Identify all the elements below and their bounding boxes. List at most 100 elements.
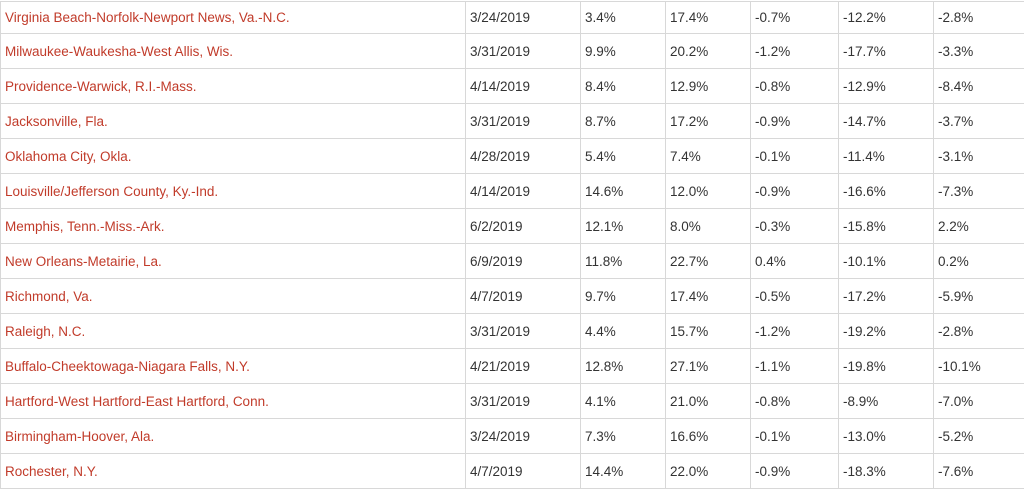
value-cell-3: -0.7% [750,2,838,33]
value-cell-4: -13.0% [838,419,933,453]
value-cell-3: -0.8% [750,69,838,103]
table-row: Raleigh, N.C. 3/31/2019 4.4% 15.7% -1.2%… [1,314,1024,349]
value-cell-4: -15.8% [838,209,933,243]
metro-area-link[interactable]: Providence-Warwick, R.I.-Mass. [5,78,197,94]
value-cell-5: -10.1% [933,349,1024,383]
metro-area-link[interactable]: New Orleans-Metairie, La. [5,253,162,269]
value-cell-3: -0.9% [750,454,838,488]
value-cell-4: -17.2% [838,279,933,313]
week-ending-date-cell: 4/7/2019 [465,279,580,313]
value-cell-5: 2.2% [933,209,1024,243]
metro-area-link[interactable]: Raleigh, N.C. [5,323,86,339]
table-row: Buffalo-Cheektowaga-Niagara Falls, N.Y. … [1,349,1024,384]
value-cell-3: -0.5% [750,279,838,313]
value-cell-3: -0.9% [750,104,838,138]
value-cell-1: 9.9% [580,34,665,68]
value-cell-4: -14.7% [838,104,933,138]
value-cell-4: -12.9% [838,69,933,103]
metro-area-link[interactable]: Memphis, Tenn.-Miss.-Ark. [5,218,165,234]
value-cell-5: -5.2% [933,419,1024,453]
value-cell-4: -16.6% [838,174,933,208]
value-cell-1: 12.8% [580,349,665,383]
week-ending-date-cell: 4/14/2019 [465,174,580,208]
metro-area-link[interactable]: Hartford-West Hartford-East Hartford, Co… [5,393,269,409]
metro-area-link[interactable]: Milwaukee-Waukesha-West Allis, Wis. [5,43,234,59]
value-cell-3: -1.2% [750,314,838,348]
value-cell-2: 17.4% [665,2,750,33]
week-ending-date-cell: 3/31/2019 [465,104,580,138]
value-cell-2: 22.0% [665,454,750,488]
value-cell-2: 17.2% [665,104,750,138]
value-cell-1: 9.7% [580,279,665,313]
value-cell-5: -8.4% [933,69,1024,103]
value-cell-2: 22.7% [665,244,750,278]
table-row: Oklahoma City, Okla. 4/28/2019 5.4% 7.4%… [1,139,1024,174]
value-cell-5: -3.7% [933,104,1024,138]
value-cell-4: -18.3% [838,454,933,488]
value-cell-2: 20.2% [665,34,750,68]
week-ending-date-cell: 6/9/2019 [465,244,580,278]
metro-area-link[interactable]: Rochester, N.Y. [5,463,98,479]
value-cell-2: 12.0% [665,174,750,208]
value-cell-5: -3.3% [933,34,1024,68]
value-cell-5: -5.9% [933,279,1024,313]
metro-area-link[interactable]: Birmingham-Hoover, Ala. [5,428,155,444]
value-cell-1: 8.7% [580,104,665,138]
value-cell-4: -10.1% [838,244,933,278]
table-row: Richmond, Va. 4/7/2019 9.7% 17.4% -0.5% … [1,279,1024,314]
week-ending-date-cell: 3/24/2019 [465,2,580,33]
value-cell-2: 12.9% [665,69,750,103]
value-cell-1: 5.4% [580,139,665,173]
table-row: Providence-Warwick, R.I.-Mass. 4/14/2019… [1,69,1024,104]
value-cell-3: 0.4% [750,244,838,278]
value-cell-4: -11.4% [838,139,933,173]
value-cell-5: -2.8% [933,2,1024,33]
table-row: Virginia Beach-Norfolk-Newport News, Va.… [1,2,1024,34]
value-cell-5: -3.1% [933,139,1024,173]
week-ending-date-cell: 3/24/2019 [465,419,580,453]
value-cell-2: 15.7% [665,314,750,348]
week-ending-date-cell: 3/31/2019 [465,384,580,418]
metro-area-link[interactable]: Buffalo-Cheektowaga-Niagara Falls, N.Y. [5,358,250,374]
value-cell-4: -17.7% [838,34,933,68]
value-cell-1: 11.8% [580,244,665,278]
metro-area-link[interactable]: Virginia Beach-Norfolk-Newport News, Va.… [5,10,290,25]
table-row: Milwaukee-Waukesha-West Allis, Wis. 3/31… [1,34,1024,69]
value-cell-2: 27.1% [665,349,750,383]
table-row: New Orleans-Metairie, La. 6/9/2019 11.8%… [1,244,1024,279]
value-cell-1: 8.4% [580,69,665,103]
value-cell-2: 8.0% [665,209,750,243]
value-cell-1: 4.4% [580,314,665,348]
table-row: Birmingham-Hoover, Ala. 3/24/2019 7.3% 1… [1,419,1024,454]
week-ending-date-cell: 4/14/2019 [465,69,580,103]
value-cell-3: -1.1% [750,349,838,383]
value-cell-1: 4.1% [580,384,665,418]
week-ending-date-cell: 6/2/2019 [465,209,580,243]
value-cell-5: -7.6% [933,454,1024,488]
value-cell-1: 14.6% [580,174,665,208]
metro-area-link[interactable]: Louisville/Jefferson County, Ky.-Ind. [5,183,219,199]
value-cell-3: -0.8% [750,384,838,418]
value-cell-3: -0.9% [750,174,838,208]
week-ending-date-cell: 4/21/2019 [465,349,580,383]
value-cell-1: 7.3% [580,419,665,453]
week-ending-date-cell: 3/31/2019 [465,34,580,68]
value-cell-5: -7.3% [933,174,1024,208]
value-cell-2: 17.4% [665,279,750,313]
table-row: Louisville/Jefferson County, Ky.-Ind. 4/… [1,174,1024,209]
value-cell-2: 16.6% [665,419,750,453]
value-cell-4: -19.2% [838,314,933,348]
metro-area-link[interactable]: Oklahoma City, Okla. [5,148,132,164]
table-row: Hartford-West Hartford-East Hartford, Co… [1,384,1024,419]
table-row: Jacksonville, Fla. 3/31/2019 8.7% 17.2% … [1,104,1024,139]
value-cell-3: -0.1% [750,139,838,173]
value-cell-4: -19.8% [838,349,933,383]
value-cell-5: -7.0% [933,384,1024,418]
value-cell-3: -0.3% [750,209,838,243]
value-cell-5: 0.2% [933,244,1024,278]
metro-area-link[interactable]: Richmond, Va. [5,288,93,304]
table-row: Rochester, N.Y. 4/7/2019 14.4% 22.0% -0.… [1,454,1024,489]
metro-area-link[interactable]: Jacksonville, Fla. [5,113,108,129]
